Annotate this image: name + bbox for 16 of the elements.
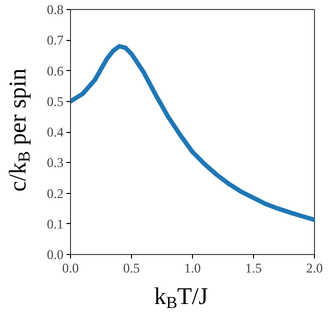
- y-tick-label: 0.8: [46, 2, 64, 17]
- y-tick-label: 0.7: [46, 32, 64, 48]
- x-tick-label: 1.5: [245, 260, 262, 276]
- x-tick-label: 0.0: [62, 260, 80, 276]
- y-tick-label: 0.6: [46, 63, 64, 78]
- y-tick-label: 0.2: [46, 186, 64, 201]
- x-tick-label: 0.5: [123, 260, 140, 276]
- y-tick-label: 0.4: [46, 124, 64, 140]
- x-axis-title: k$_{B}$T/J: [153, 283, 209, 312]
- y-tick-label: 0.0: [46, 247, 64, 262]
- x-tick-label: 1.0: [184, 260, 202, 276]
- y-tick-label: 0.5: [46, 94, 64, 109]
- x-tick-label: 2.0: [306, 260, 324, 276]
- y-tick-label: 0.3: [46, 155, 64, 170]
- y-tick-label: 0.1: [46, 216, 64, 232]
- line-series: [70, 44, 314, 222]
